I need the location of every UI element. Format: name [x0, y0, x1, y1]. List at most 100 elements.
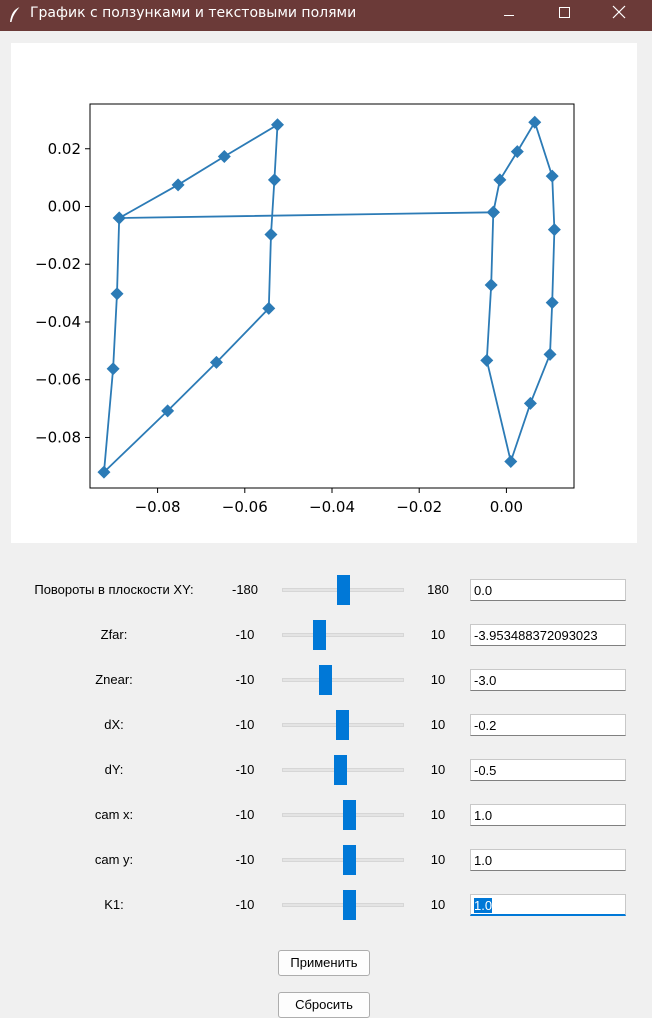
- series-line: [102, 120, 556, 475]
- data-point: [262, 301, 276, 315]
- control-slider[interactable]: [282, 890, 404, 920]
- control-label: Zfar:: [100, 627, 128, 642]
- value-entry[interactable]: -0.2: [470, 714, 626, 736]
- control-slider[interactable]: [282, 710, 404, 740]
- value-entry[interactable]: 1.0: [470, 804, 626, 826]
- value-entry[interactable]: 1.0: [470, 849, 626, 871]
- slider-min-label: -10: [235, 717, 255, 732]
- control-label: Znear:: [95, 672, 133, 687]
- data-point: [493, 173, 507, 187]
- slider-min-label: -10: [235, 672, 255, 687]
- y-tick-label: −0.04: [35, 313, 81, 331]
- x-tick-label: −0.06: [222, 498, 268, 516]
- slider-max-label: 10: [430, 717, 446, 732]
- x-tick-label: −0.02: [396, 498, 442, 516]
- close-icon: [612, 5, 626, 19]
- y-tick-label: −0.08: [35, 428, 81, 446]
- data-point: [545, 296, 559, 310]
- data-point: [97, 465, 111, 479]
- control-slider[interactable]: [282, 800, 404, 830]
- entry-text: 1.0: [474, 898, 493, 913]
- slider-thumb[interactable]: [333, 755, 347, 785]
- slider-max-label: 10: [430, 627, 446, 642]
- data-point: [161, 404, 175, 418]
- apply-button[interactable]: Применить: [278, 950, 370, 976]
- slider-min-label: -10: [235, 627, 255, 642]
- close-button[interactable]: [596, 0, 642, 31]
- axes-frame: [89, 103, 575, 489]
- data-point: [547, 223, 561, 237]
- control-slider[interactable]: [282, 575, 404, 605]
- data-point: [217, 150, 231, 164]
- data-point: [504, 454, 518, 468]
- value-entry[interactable]: 1.0: [470, 894, 626, 916]
- data-point: [267, 173, 281, 187]
- data-point: [528, 115, 542, 129]
- slider-track[interactable]: [282, 633, 404, 637]
- data-point: [112, 211, 126, 225]
- control-slider[interactable]: [282, 620, 404, 650]
- slider-max-label: 180: [427, 582, 449, 597]
- minimize-icon: [504, 15, 514, 16]
- y-tick-label: 0.02: [48, 140, 81, 158]
- control-label: K1:: [104, 897, 124, 912]
- slider-max-label: 10: [430, 897, 446, 912]
- value-entry[interactable]: 0.0: [470, 579, 626, 601]
- chart: −0.08 −0.06 −0.04 −0.02 0.00 0.02 0.00 −0.02 −0.…: [35, 103, 575, 516]
- control-slider[interactable]: [282, 755, 404, 785]
- data-point: [110, 287, 124, 301]
- plot-canvas: −0.08 −0.06 −0.04 −0.02 0.00 0.02 0.00 −0.02 −0.…: [11, 43, 637, 543]
- data-point: [545, 169, 559, 183]
- data-point: [523, 396, 537, 410]
- x-tick-label: 0.00: [490, 498, 523, 516]
- data-point: [480, 353, 494, 367]
- slider-min-label: -10: [235, 807, 255, 822]
- slider-track[interactable]: [282, 903, 404, 907]
- y-tick-label: 0.00: [48, 197, 81, 215]
- slider-min-label: -180: [231, 582, 259, 597]
- value-entry[interactable]: -3.0: [470, 669, 626, 691]
- y-tick-label: −0.02: [35, 255, 81, 273]
- control-label: cam x:: [94, 807, 134, 822]
- value-entry[interactable]: -3.953488372093023: [470, 624, 626, 646]
- slider-max-label: 10: [430, 672, 446, 687]
- y-tick-label: −0.06: [35, 371, 81, 389]
- slider-thumb[interactable]: [312, 620, 326, 650]
- control-slider[interactable]: [282, 845, 404, 875]
- slider-max-label: 10: [430, 762, 446, 777]
- data-point: [171, 178, 185, 192]
- x-tick-label: −0.08: [135, 498, 181, 516]
- slider-track[interactable]: [282, 813, 404, 817]
- minimize-button[interactable]: [486, 0, 532, 31]
- slider-max-label: 10: [430, 807, 446, 822]
- slider-min-label: -10: [235, 897, 255, 912]
- reset-button[interactable]: Сбросить: [278, 992, 370, 1018]
- value-entry[interactable]: -0.5: [470, 759, 626, 781]
- control-label: cam y:: [94, 852, 134, 867]
- slider-thumb[interactable]: [337, 575, 350, 605]
- slider-min-label: -10: [235, 852, 255, 867]
- control-label: Повороты в плоскости XY:: [34, 582, 194, 597]
- slider-max-label: 10: [430, 852, 446, 867]
- data-point: [484, 278, 498, 292]
- slider-thumb[interactable]: [318, 665, 332, 695]
- slider-track[interactable]: [282, 678, 404, 682]
- slider-thumb[interactable]: [335, 710, 349, 740]
- feather-icon: [10, 6, 21, 22]
- data-point: [264, 228, 278, 242]
- data-point: [510, 145, 524, 159]
- data-point: [106, 362, 120, 376]
- control-label: dY:: [104, 762, 124, 777]
- data-point: [209, 355, 223, 369]
- control-slider[interactable]: [282, 665, 404, 695]
- maximize-button[interactable]: [541, 0, 587, 31]
- slider-thumb[interactable]: [343, 890, 357, 920]
- slider-min-label: -10: [235, 762, 255, 777]
- x-tick-label: −0.04: [309, 498, 355, 516]
- control-label: dX:: [104, 717, 124, 732]
- data-point: [270, 118, 284, 132]
- slider-thumb[interactable]: [343, 845, 357, 875]
- slider-track[interactable]: [282, 858, 404, 862]
- slider-thumb[interactable]: [343, 800, 357, 830]
- window-title: График с ползунками и текстовыми полями: [30, 5, 357, 21]
